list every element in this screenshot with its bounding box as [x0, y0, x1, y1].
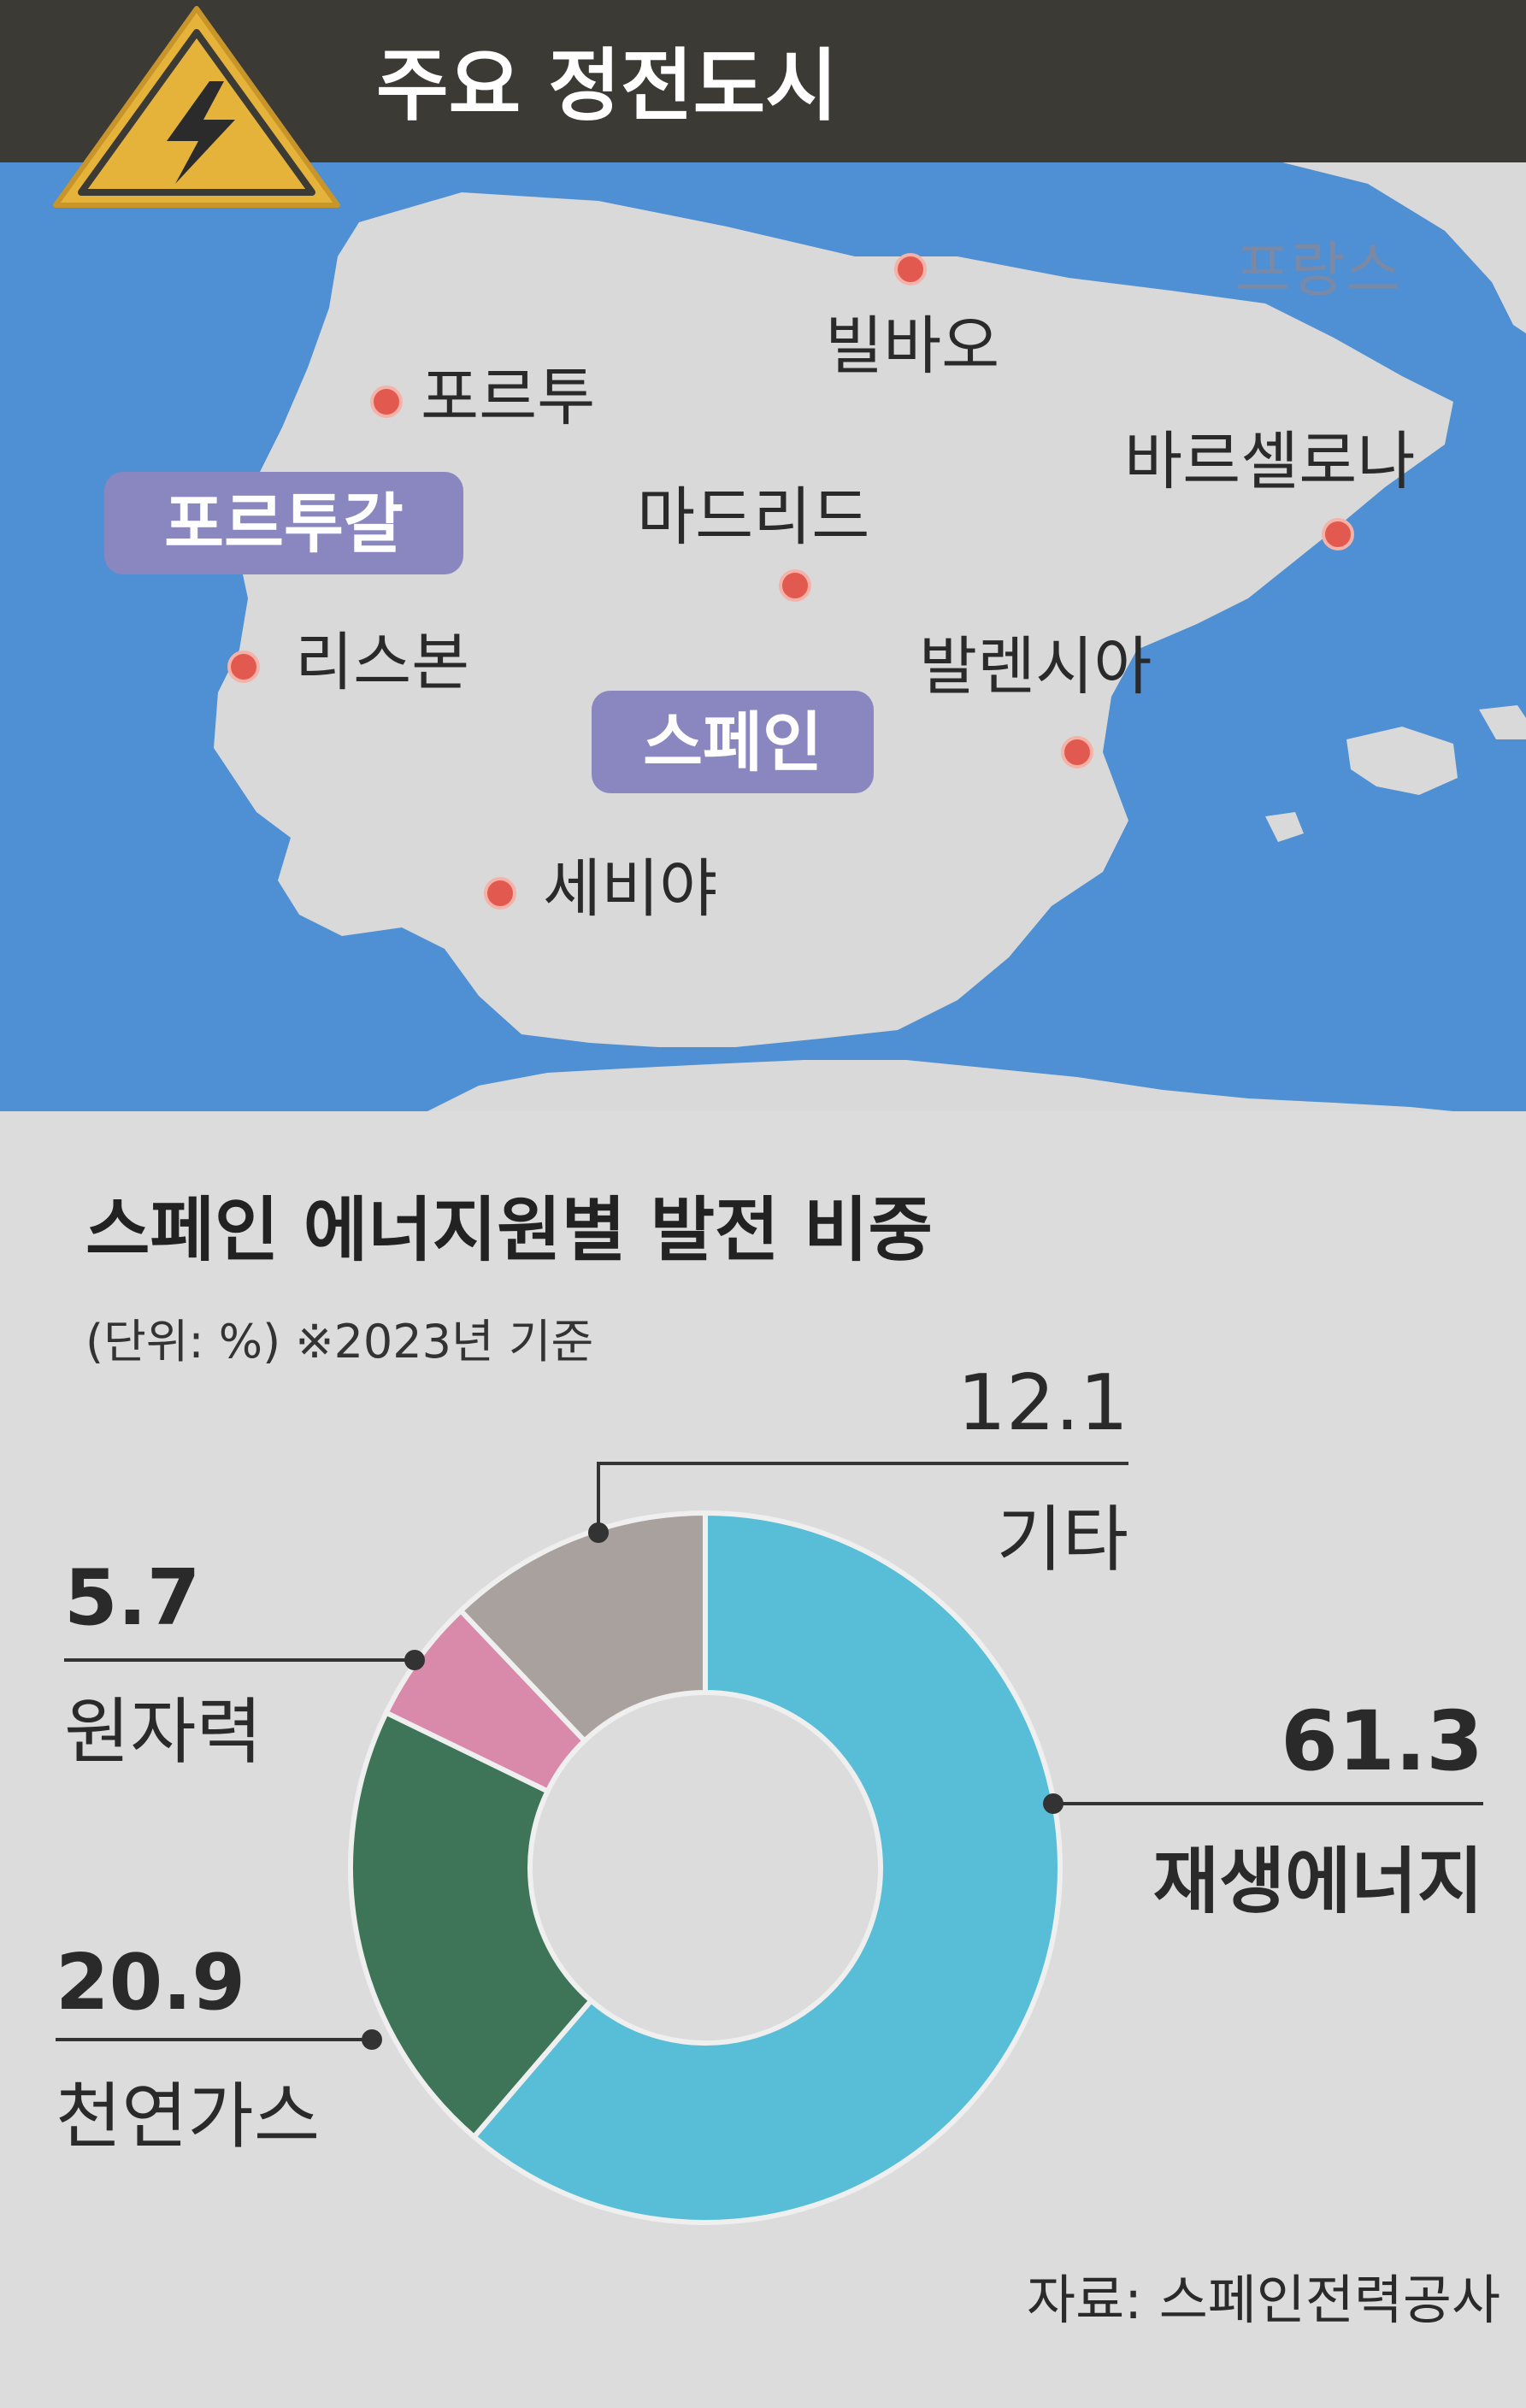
leader-line-3 — [597, 1462, 1128, 1533]
city-label-madrid: 마드리드 — [637, 480, 869, 554]
leader-dot-2 — [404, 1650, 425, 1670]
slice-value-label-1: 20.9 — [56, 1938, 245, 2028]
city-label-barcelona: 바르셀로나 — [1124, 425, 1415, 498]
balearic-mallorca — [1346, 727, 1458, 795]
city-dot-barcelona — [1322, 518, 1354, 550]
energy-mix-chart: 61.3 재생에너지 20.9 천연가스 5.7 원자력 12.1 기타 자료: 스페인전력공… — [56, 1358, 1500, 2331]
source-note: 자료: 스페인전력공사 — [1027, 2269, 1500, 2331]
donut-slices — [348, 1510, 1063, 2225]
city-label-lisbon: 리스본 — [295, 626, 469, 699]
donut-slice-3 — [457, 1510, 708, 1745]
slice-value-label-2: 5.7 — [64, 1553, 200, 1643]
slice-value-label-3: 12.1 — [957, 1358, 1128, 1448]
city-dot-bilbao — [894, 253, 927, 286]
balearic-menorca — [1479, 705, 1526, 739]
slice-value-label-0: 61.3 — [1281, 1693, 1483, 1789]
land-africa — [427, 1060, 1453, 1111]
city-dot-valencia — [1061, 736, 1093, 768]
chart-subtitle: (단위: %) ※2023년 기준 — [85, 1315, 594, 1369]
chart-title: 스페인 에너지원별 발전 비중 — [85, 1190, 933, 1271]
map-title: 주요 정전도시 — [376, 40, 838, 132]
balearic-ibiza — [1265, 812, 1304, 842]
country-label-spain: 스페인 — [643, 704, 822, 780]
land-france — [957, 111, 1526, 333]
city-dot-seville — [484, 877, 516, 910]
slice-category-label-1: 천연가스 — [56, 2075, 320, 2158]
leader-dot-0 — [1043, 1793, 1063, 1814]
country-label-france: 프랑스 — [1235, 235, 1400, 305]
land-iberia — [214, 192, 1453, 1047]
donut-slice-1 — [348, 1709, 595, 2140]
slice-labels: 61.3 재생에너지 20.9 천연가스 5.7 원자력 12.1 기타 — [56, 1358, 1483, 2158]
slice-category-label-2: 원자력 — [64, 1690, 262, 1774]
city-label-seville: 세비야 — [543, 852, 717, 926]
city-dot-madrid — [779, 569, 811, 602]
lightning-warning-icon — [53, 6, 340, 208]
country-badge-spain — [592, 691, 874, 793]
slice-category-label-3: 기타 — [996, 1498, 1128, 1581]
city-label-bilbao: 빌바오 — [825, 309, 999, 383]
city-dot-porto — [370, 386, 403, 418]
leader-lines — [56, 1462, 1483, 2050]
city-label-porto: 포르투 — [421, 361, 595, 434]
city-dot-lisbon — [227, 651, 260, 683]
country-badge-portugal — [104, 472, 463, 574]
slice-category-label-0: 재생에너지 — [1153, 1840, 1483, 1923]
leader-dot-1 — [362, 2029, 382, 2050]
city-label-valencia: 발렌시아 — [919, 630, 1152, 704]
leader-dot-3 — [588, 1522, 609, 1543]
country-label-portugal: 포르투갈 — [164, 486, 404, 562]
donut-slice-0 — [470, 1510, 1063, 2225]
